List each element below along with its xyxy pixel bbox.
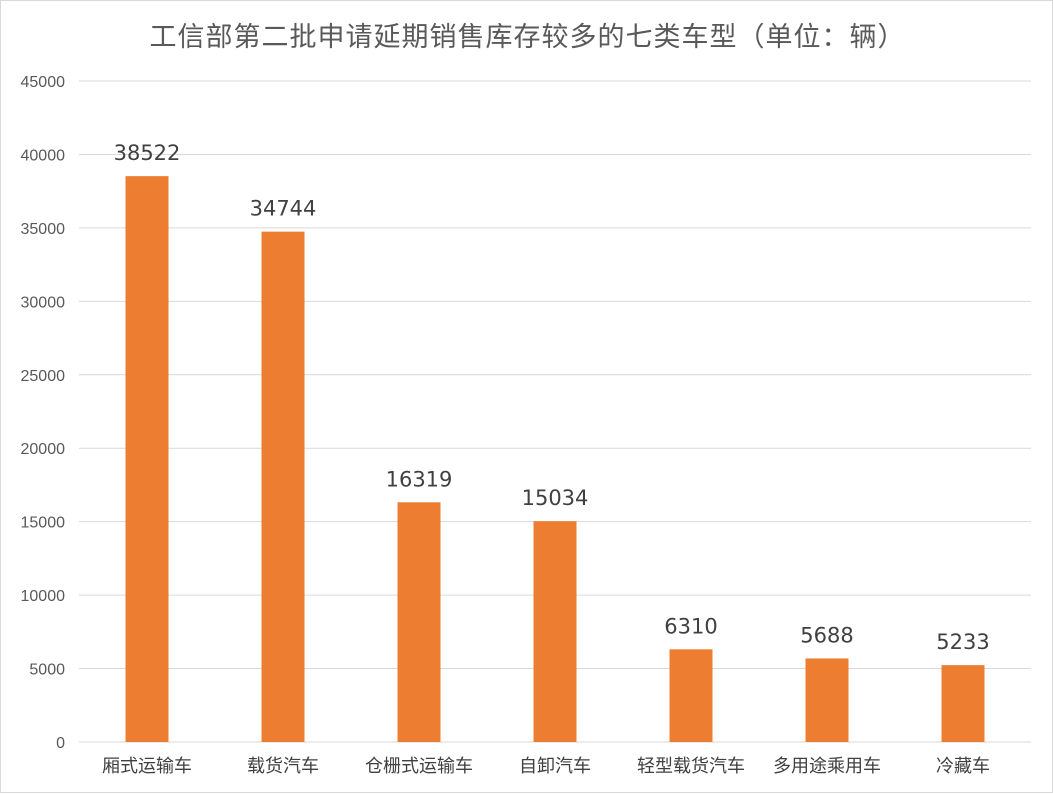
bars	[125, 176, 985, 743]
data-label: 16319	[386, 467, 453, 491]
y-tick-label: 30000	[21, 294, 66, 311]
bar	[669, 649, 713, 742]
chart-title: 工信部第二批申请延期销售库存较多的七类车型（单位：辆）	[149, 22, 906, 53]
category-label: 冷藏车	[936, 756, 990, 777]
data-label: 6310	[664, 614, 717, 638]
data-label: 5233	[936, 630, 989, 654]
bar	[941, 665, 985, 742]
category-label: 厢式运输车	[102, 756, 192, 777]
y-tick-label: 10000	[21, 588, 66, 605]
bar	[261, 231, 305, 743]
y-tick-label: 20000	[21, 441, 66, 458]
y-tick-label: 0	[56, 735, 65, 752]
bar	[397, 502, 441, 742]
y-tick-label: 45000	[21, 74, 66, 91]
category-label: 自卸汽车	[519, 756, 591, 777]
y-tick-label: 35000	[21, 221, 66, 238]
y-axis-tick-labels: 0 5000 10000 15000 20000 25000 30000 35000 40000…	[21, 74, 66, 752]
bar	[533, 521, 577, 742]
y-tick-label: 25000	[21, 368, 66, 385]
bar	[125, 176, 169, 743]
category-label: 多用途乘用车	[773, 756, 881, 777]
category-label: 载货汽车	[247, 756, 319, 777]
category-label: 仓栅式运输车	[365, 756, 473, 777]
data-labels: 38522 34744 16319 15034 6310 5688 5233	[114, 141, 990, 654]
y-tick-label: 15000	[21, 515, 66, 532]
data-label: 34744	[250, 197, 317, 221]
data-label: 5688	[800, 623, 853, 647]
y-tick-label: 40000	[21, 147, 66, 164]
category-label: 轻型载货汽车	[637, 756, 745, 777]
bar	[805, 658, 849, 742]
y-tick-label: 5000	[29, 662, 65, 679]
data-label: 15034	[522, 486, 589, 510]
category-labels: 厢式运输车 载货汽车 仓栅式运输车 自卸汽车 轻型载货汽车 多用途乘用车 冷藏车	[102, 756, 990, 777]
data-label: 38522	[114, 141, 181, 165]
